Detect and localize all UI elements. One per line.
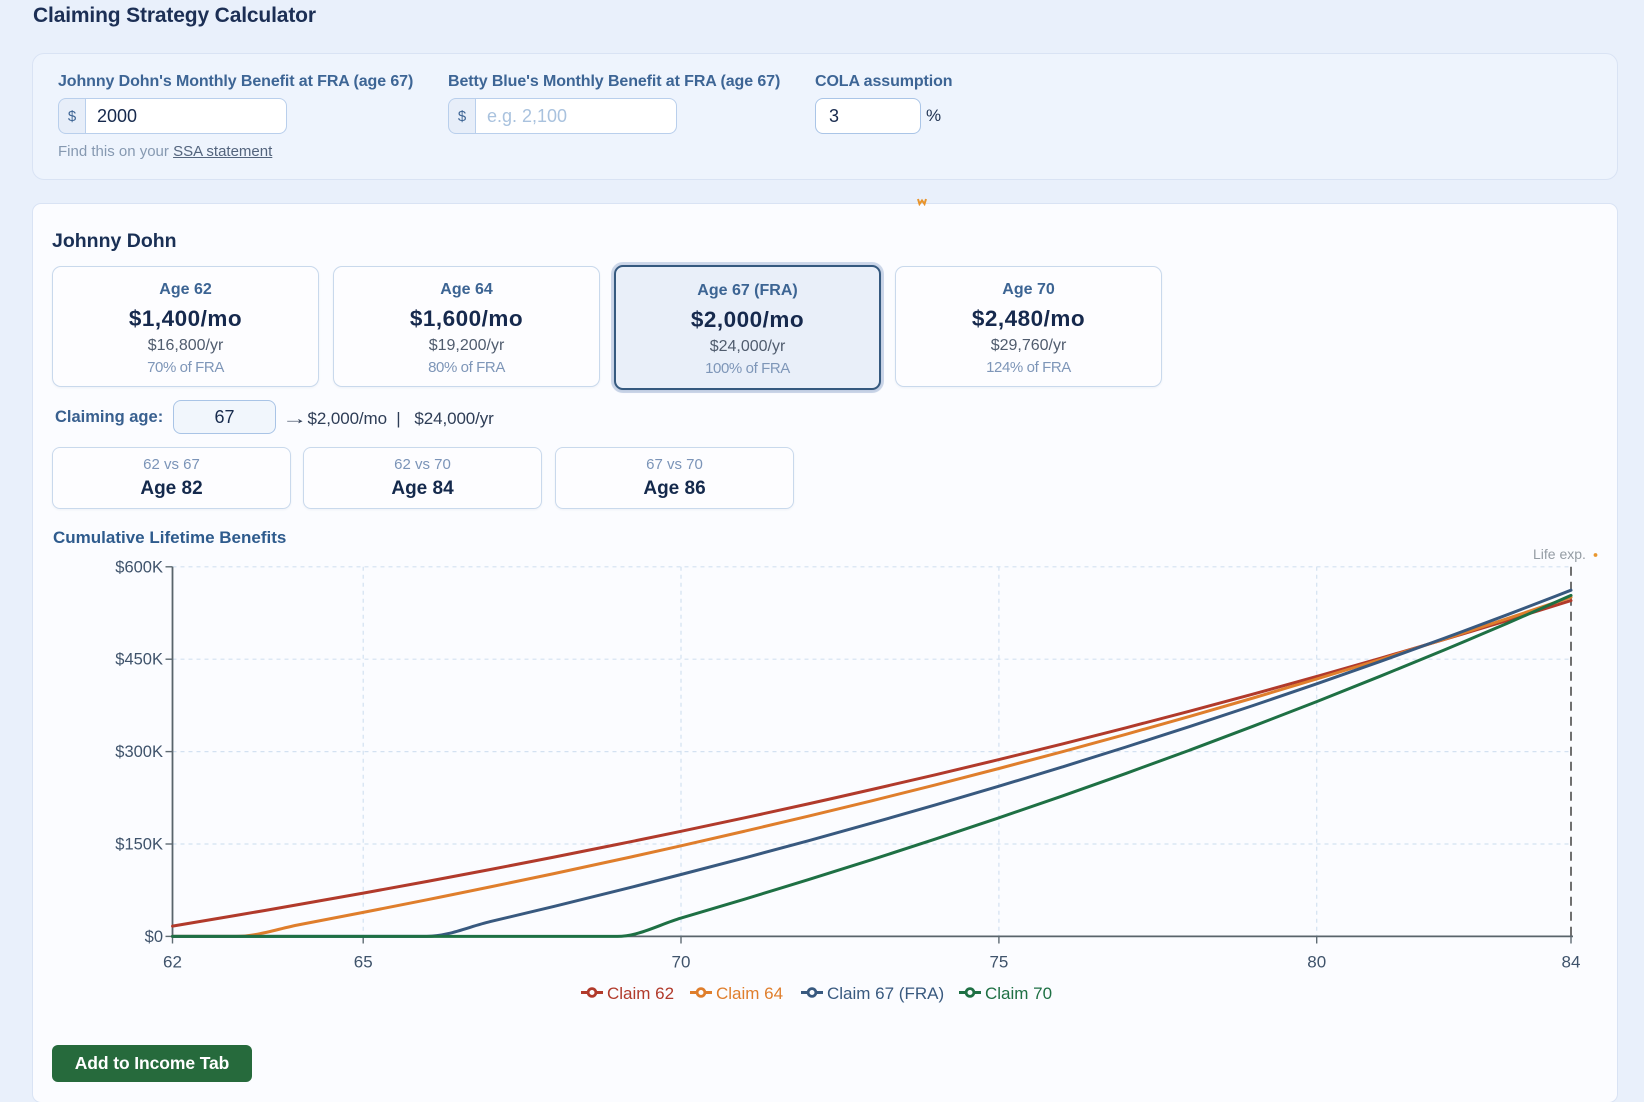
- svg-text:$0: $0: [145, 928, 163, 946]
- svg-text:Claim 64: Claim 64: [716, 984, 783, 1003]
- svg-text:84: 84: [1562, 953, 1581, 972]
- svg-text:Life exp.: Life exp.: [1533, 546, 1586, 562]
- svg-text:70: 70: [672, 953, 691, 972]
- svg-text:Claim 70: Claim 70: [985, 984, 1052, 1003]
- svg-text:65: 65: [354, 953, 373, 972]
- svg-text:62: 62: [163, 953, 182, 972]
- svg-text:75: 75: [989, 953, 1008, 972]
- svg-text:Claim 67 (FRA): Claim 67 (FRA): [827, 984, 944, 1003]
- svg-text:$300K: $300K: [115, 743, 163, 761]
- svg-text:Claim 62: Claim 62: [607, 984, 674, 1003]
- svg-text:$450K: $450K: [115, 651, 163, 669]
- svg-text:$600K: $600K: [115, 558, 163, 576]
- svg-text:$150K: $150K: [115, 836, 163, 854]
- svg-text:80: 80: [1307, 953, 1326, 972]
